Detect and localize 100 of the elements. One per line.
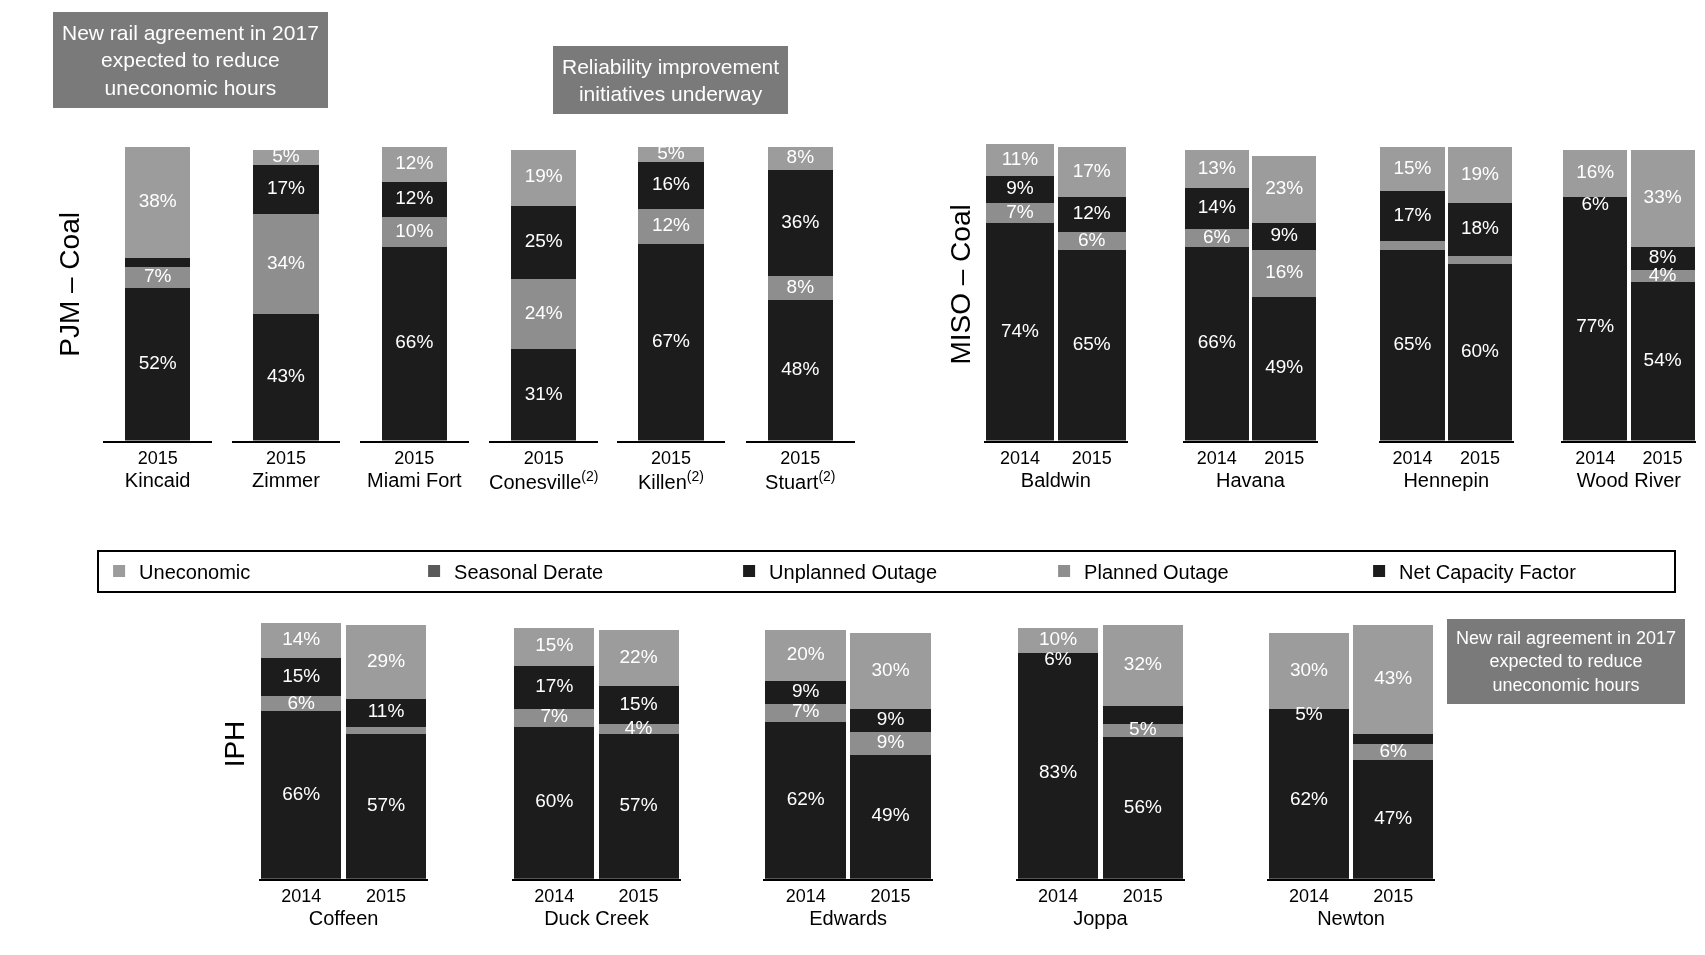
data-label: 7% bbox=[1006, 200, 1034, 222]
data-label: 7% bbox=[792, 700, 820, 722]
y-axis-title: IPH bbox=[219, 720, 251, 768]
data-label: 18% bbox=[1460, 216, 1500, 238]
x-axis-title: Stuart$^{(2)}$ bbox=[765, 467, 836, 494]
x-tick-label: 2014 bbox=[534, 886, 575, 907]
data-label: 48% bbox=[781, 357, 820, 379]
data-label: 8% bbox=[786, 275, 815, 297]
legend-label: Unplanned Outage bbox=[769, 560, 938, 583]
data-label: 62% bbox=[1289, 787, 1329, 809]
x-tick-label: 2015 bbox=[1071, 447, 1112, 468]
data-label: 15% bbox=[619, 692, 658, 714]
x-tick-label: 2015 bbox=[265, 447, 306, 468]
bar bbox=[345, 734, 427, 879]
x-axis-title: Newton bbox=[1317, 907, 1385, 930]
bar bbox=[1252, 249, 1317, 297]
bar bbox=[765, 630, 847, 681]
data-label: 31% bbox=[524, 382, 563, 404]
data-label: 20% bbox=[786, 643, 825, 665]
data-label: 12% bbox=[395, 187, 434, 209]
bar bbox=[1057, 146, 1126, 197]
bar bbox=[598, 630, 679, 687]
bar bbox=[765, 703, 847, 722]
data-label: 13% bbox=[1197, 156, 1236, 178]
data-label: 7% bbox=[540, 705, 569, 727]
bar bbox=[638, 243, 704, 441]
data-label: 17% bbox=[266, 177, 306, 199]
data-label: 9% bbox=[876, 730, 905, 752]
x-tick-label: 2014 bbox=[1037, 886, 1079, 907]
bar bbox=[511, 279, 577, 350]
x-tick-label: 2014 bbox=[1392, 447, 1433, 468]
text: Reliability improvement initiatives underway bbox=[562, 55, 780, 106]
x-axis-title: Kincaid bbox=[124, 468, 191, 491]
data-label: 12% bbox=[1072, 202, 1111, 224]
data-label: 12% bbox=[651, 213, 691, 235]
data-label: 15% bbox=[282, 664, 321, 686]
bar bbox=[260, 658, 342, 697]
data-label: 66% bbox=[395, 331, 434, 353]
x-tick-label: 2015 bbox=[780, 447, 821, 468]
bar bbox=[638, 161, 704, 209]
bar bbox=[1353, 625, 1434, 735]
data-label: 62% bbox=[786, 787, 825, 809]
bar bbox=[1447, 264, 1512, 441]
data-label: 12% bbox=[395, 152, 434, 174]
x-tick-label: 2015 bbox=[1373, 886, 1414, 907]
data-label: 16% bbox=[1576, 161, 1615, 183]
data-label: 47% bbox=[1374, 806, 1413, 828]
data-label: 49% bbox=[1265, 356, 1304, 378]
bar bbox=[1353, 759, 1434, 879]
bar bbox=[985, 176, 1055, 203]
data-label: 7% bbox=[143, 265, 172, 287]
bar bbox=[1252, 223, 1317, 250]
data-label: 17% bbox=[1393, 203, 1432, 225]
data-label: 54% bbox=[1643, 348, 1682, 370]
data-label: 66% bbox=[1197, 331, 1236, 353]
legend-label: Planned Outage bbox=[1084, 560, 1229, 583]
bar bbox=[1380, 240, 1445, 250]
x-tick-label: 2014 bbox=[281, 886, 322, 907]
bar bbox=[345, 726, 427, 735]
bar bbox=[1268, 632, 1349, 709]
legend-label: Uneconomic bbox=[139, 560, 251, 583]
data-label: 22% bbox=[619, 645, 658, 667]
x-tick-label: 2015 bbox=[1122, 886, 1163, 907]
bar bbox=[381, 246, 447, 441]
text: New rail agreement in 2017 expected to reduce uneconomic hours bbox=[1456, 628, 1677, 695]
data-label: 60% bbox=[1460, 340, 1500, 362]
x-tick-label: 2015 bbox=[394, 447, 435, 468]
data-label: 5% bbox=[1295, 702, 1323, 724]
data-label: 33% bbox=[1643, 186, 1682, 208]
x-axis-title: Edwards bbox=[809, 907, 888, 930]
bar bbox=[598, 734, 679, 879]
bar bbox=[767, 299, 833, 441]
bar bbox=[253, 314, 319, 441]
data-label: 57% bbox=[619, 794, 658, 816]
x-tick-label: 2014 bbox=[1196, 447, 1237, 468]
y-axis-title: PJM – Coal bbox=[54, 212, 85, 357]
data-label: 36% bbox=[781, 210, 820, 232]
x-tick-label: 2014 bbox=[1575, 447, 1616, 468]
data-label: 19% bbox=[524, 165, 563, 187]
data-label: 52% bbox=[138, 351, 177, 373]
data-label: 65% bbox=[1072, 332, 1111, 354]
data-label: 14% bbox=[282, 628, 321, 650]
x-axis-title: Joppa bbox=[1073, 907, 1129, 930]
bar bbox=[1447, 146, 1512, 203]
x-tick-label: 2015 bbox=[523, 447, 564, 468]
x-axis-title: Conesville$^{(2)}$ bbox=[488, 467, 599, 494]
data-label: 60% bbox=[535, 790, 574, 812]
data-label: 77% bbox=[1576, 315, 1615, 337]
data-label: 23% bbox=[1265, 177, 1304, 199]
data-label: 9% bbox=[1270, 224, 1299, 246]
bar bbox=[345, 625, 427, 699]
x-axis-title: Havana bbox=[1216, 468, 1286, 491]
bar bbox=[850, 708, 931, 732]
bar bbox=[514, 627, 595, 666]
x-tick-label: 2015 bbox=[1264, 447, 1305, 468]
data-label: 30% bbox=[871, 658, 910, 680]
data-label: 11% bbox=[367, 700, 405, 722]
data-label: 66% bbox=[282, 782, 321, 804]
bar bbox=[1380, 146, 1445, 191]
data-label: 17% bbox=[535, 675, 574, 697]
